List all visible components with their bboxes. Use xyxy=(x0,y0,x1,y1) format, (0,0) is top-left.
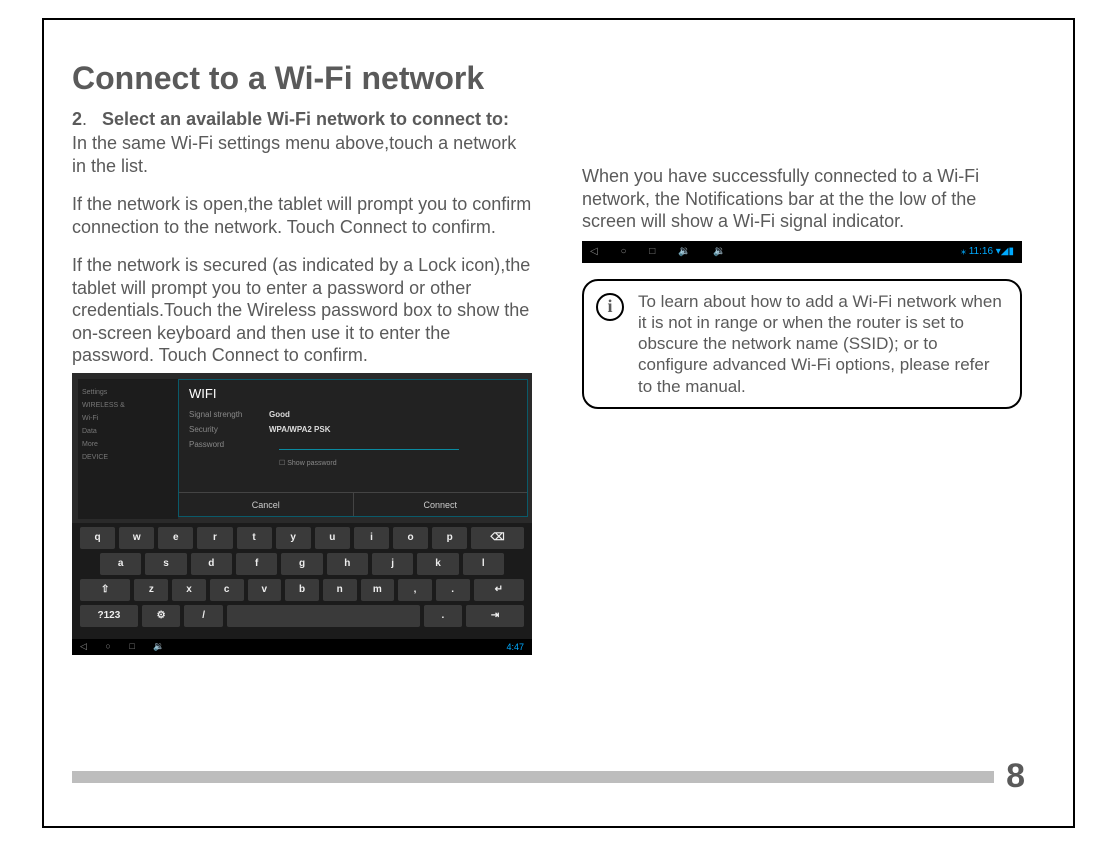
symbols-key[interactable]: ?123 xyxy=(80,605,138,627)
show-password-label: Show password xyxy=(287,460,336,467)
sidebar-item[interactable]: Data xyxy=(82,428,174,435)
statusbar-left-icons: ◁ ○ □ 🔉 🔉 xyxy=(590,246,736,257)
key[interactable]: . xyxy=(436,579,470,601)
key[interactable]: m xyxy=(361,579,395,601)
key[interactable]: h xyxy=(327,553,368,575)
key[interactable]: x xyxy=(172,579,206,601)
sidebar-device: DEVICE xyxy=(82,454,174,461)
tablet-navbar: ◁ ○ □ 🔉 4:47 xyxy=(72,639,532,655)
key[interactable]: o xyxy=(393,527,428,549)
security-row: Security WPA/WPA2 PSK xyxy=(179,422,527,437)
key[interactable]: k xyxy=(417,553,458,575)
kb-row-4: ?123 ⚙ / . ⇥ xyxy=(80,605,524,627)
bluetooth-icon: ⁎ xyxy=(961,246,966,257)
right-column: When you have successfully connected to … xyxy=(582,109,1022,655)
sidebar-item[interactable]: More xyxy=(82,441,174,448)
right-paragraph: When you have successfully connected to … xyxy=(582,165,1022,233)
kb-row-3: ⇧ z x c v b n m , . ↵ xyxy=(80,579,524,601)
navbar-clock: 4:47 xyxy=(506,642,524,652)
settings-sidebar: Settings WIRELESS & Wi-Fi Data More DEVI… xyxy=(78,379,178,519)
key[interactable]: w xyxy=(119,527,154,549)
paragraph-2: If the network is open,the tablet will p… xyxy=(72,193,532,238)
signal-label: Signal strength xyxy=(189,410,269,419)
step-number: 2 xyxy=(72,109,82,129)
key[interactable]: q xyxy=(80,527,115,549)
key[interactable]: g xyxy=(281,553,322,575)
key[interactable]: i xyxy=(354,527,389,549)
step-heading: 2. Select an available Wi-Fi network to … xyxy=(72,109,532,130)
sidebar-title: Settings xyxy=(82,389,174,396)
signal-value: Good xyxy=(269,410,290,419)
nav-icons[interactable]: ◁ ○ □ 🔉 xyxy=(80,641,173,652)
cancel-button[interactable]: Cancel xyxy=(179,493,354,516)
tablet-screenshot: Settings WIRELESS & Wi-Fi Data More DEVI… xyxy=(72,373,532,655)
key[interactable]: z xyxy=(134,579,168,601)
dialog-title: WIFI xyxy=(179,380,527,407)
info-callout: i To learn about how to add a Wi-Fi netw… xyxy=(582,279,1022,409)
key[interactable]: a xyxy=(100,553,141,575)
key[interactable]: d xyxy=(191,553,232,575)
kb-row-1: q w e r t y u i o p ⌫ xyxy=(80,527,524,549)
step-title: Select an available Wi-Fi network to con… xyxy=(102,109,509,129)
shift-key[interactable]: ⇧ xyxy=(80,579,131,601)
password-row: Password xyxy=(179,437,527,453)
key[interactable]: v xyxy=(248,579,282,601)
password-label: Password xyxy=(189,440,269,450)
key[interactable]: u xyxy=(315,527,350,549)
key[interactable]: y xyxy=(276,527,311,549)
kb-row-2: a s d f g h j k l xyxy=(80,553,524,575)
key[interactable]: s xyxy=(145,553,186,575)
key[interactable]: j xyxy=(372,553,413,575)
dialog-buttons: Cancel Connect xyxy=(179,492,527,516)
key[interactable]: n xyxy=(323,579,357,601)
key[interactable]: b xyxy=(285,579,319,601)
notifications-bar-screenshot: ◁ ○ □ 🔉 🔉 ⁎ 11:16 ▾◢▮ xyxy=(582,241,1022,263)
password-input[interactable] xyxy=(279,440,459,450)
backspace-key[interactable]: ⌫ xyxy=(471,527,524,549)
footer-bar xyxy=(72,771,994,783)
key[interactable]: l xyxy=(463,553,504,575)
sidebar-item[interactable]: Wi-Fi xyxy=(82,415,174,422)
signal-row: Signal strength Good xyxy=(179,407,527,422)
connect-button[interactable]: Connect xyxy=(354,493,528,516)
left-column: 2. Select an available Wi-Fi network to … xyxy=(72,109,532,655)
statusbar-right: ⁎ 11:16 ▾◢▮ xyxy=(961,246,1014,257)
on-screen-keyboard: q w e r t y u i o p ⌫ a s xyxy=(72,523,532,639)
period-key[interactable]: . xyxy=(424,605,463,627)
key[interactable]: f xyxy=(236,553,277,575)
columns: 2. Select an available Wi-Fi network to … xyxy=(72,109,1025,655)
wifi-dialog: WIFI Signal strength Good Security WPA/W… xyxy=(178,379,528,517)
paragraph-1: In the same Wi-Fi settings menu above,to… xyxy=(72,132,532,177)
info-icon: i xyxy=(596,293,624,321)
show-password-check[interactable]: ☐ Show password xyxy=(279,459,527,467)
key[interactable]: t xyxy=(237,527,272,549)
security-value: WPA/WPA2 PSK xyxy=(269,425,330,434)
paragraph-3: If the network is secured (as indicated … xyxy=(72,254,532,367)
key[interactable]: c xyxy=(210,579,244,601)
key[interactable]: , xyxy=(398,579,432,601)
page-footer: 8 xyxy=(72,757,1025,796)
slash-key[interactable]: / xyxy=(184,605,223,627)
sidebar-section: WIRELESS & xyxy=(82,402,174,409)
tab-key[interactable]: ⇥ xyxy=(466,605,524,627)
security-label: Security xyxy=(189,425,269,434)
key[interactable]: e xyxy=(158,527,193,549)
enter-key[interactable]: ↵ xyxy=(474,579,525,601)
statusbar-time: 11:16 ▾◢▮ xyxy=(969,246,1014,257)
settings-key[interactable]: ⚙ xyxy=(142,605,181,627)
key[interactable]: r xyxy=(197,527,232,549)
space-key[interactable] xyxy=(227,605,420,627)
key[interactable]: p xyxy=(432,527,467,549)
info-text: To learn about how to add a Wi-Fi networ… xyxy=(638,292,1002,396)
page-frame: Connect to a Wi-Fi network 2. Select an … xyxy=(42,18,1075,828)
page-title: Connect to a Wi-Fi network xyxy=(72,60,1025,97)
page-number: 8 xyxy=(994,757,1025,796)
